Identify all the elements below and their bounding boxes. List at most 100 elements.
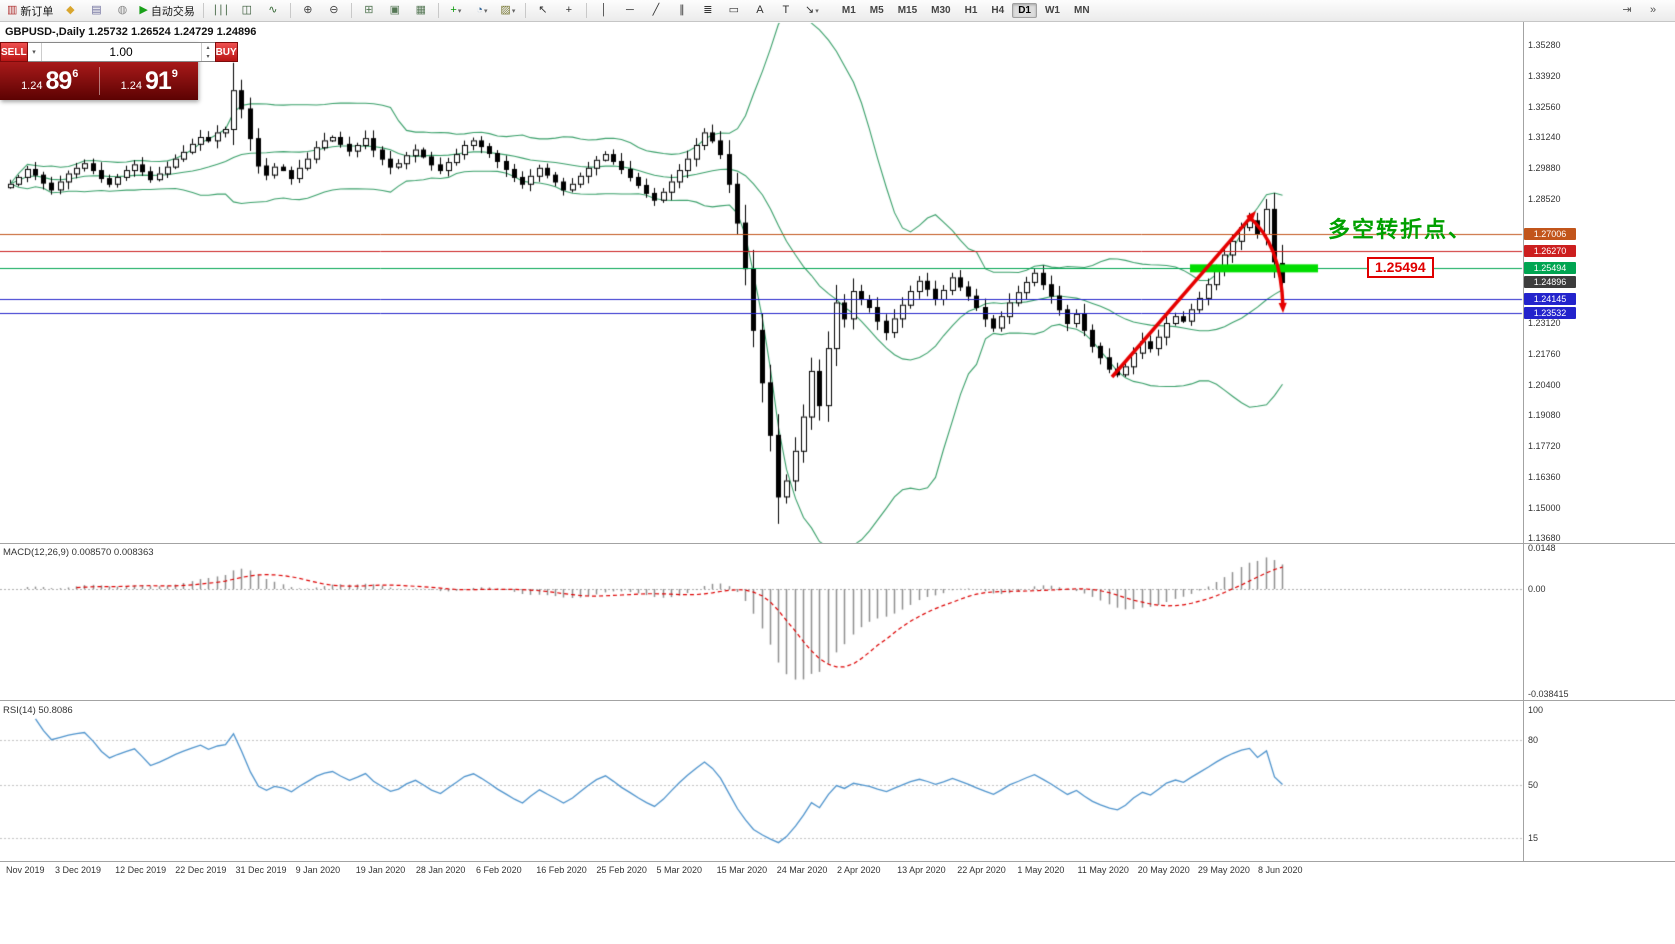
timeframe-m5[interactable]: M5 (869, 5, 884, 16)
zoom-out-icon[interactable]: ⊖ (329, 4, 339, 16)
buy-price-button[interactable]: 1.24 91 9 (100, 62, 199, 100)
volume-dropdown-icon[interactable]: ▾ (28, 43, 42, 61)
macd-axis-label: 0.00 (1528, 584, 1546, 594)
chart-macd-separator[interactable] (0, 543, 1675, 544)
time-axis-label: 16 Feb 2020 (536, 865, 587, 875)
line-chart-icon[interactable]: ∿ (268, 4, 278, 16)
rsi-axis-label: 100 (1528, 705, 1544, 715)
volume-down-icon[interactable]: ▾ (206, 54, 210, 60)
time-axis[interactable]: Nov 2019 3 Dec 2019 12 Dec 2019 22 Dec 2019… (0, 862, 1523, 880)
price-tag: 1.24896 (1524, 276, 1576, 288)
time-axis-label: 8 Jun 2020 (1258, 865, 1303, 875)
text-icon[interactable]: A (756, 4, 764, 16)
time-axis-label: 1 May 2020 (1017, 865, 1065, 875)
price-axis-label: 1.19080 (1528, 409, 1561, 420)
price-axis-label: 1.23120 (1528, 317, 1561, 328)
timeframe-m1[interactable]: M1 (841, 5, 856, 16)
timeframe-h4[interactable]: H4 (991, 5, 1005, 16)
toolbar: ▥ 新订单 ◆ ▤ ◍ ▶ 自动交易 ∣∣∣ ◫ ∿ ⊕ ⊖ ⊞ ▣ ▦ + ▾ ◔ ▾ ▨ ▾ ↖ + │ ─ ╱ ∥ ≣ ▭ A T ↘ ▾… (0, 0, 1675, 22)
timeframe-d1[interactable]: D1 (1012, 3, 1037, 18)
time-axis-label: 9 Jan 2020 (295, 865, 341, 875)
channel-icon[interactable]: ∥ (679, 4, 685, 16)
toolbar-right-buttons: ⇥» (1614, 1, 1666, 21)
macd-axis-label: -0.038415 (1528, 689, 1569, 700)
annotation-price-box[interactable]: 1.25494 (1367, 257, 1434, 278)
price-axis-label: 1.28520 (1528, 194, 1561, 205)
price-axis[interactable]: 1.35280 1.33920 1.32560 1.31240 1.29880 1.285… (1523, 22, 1675, 861)
periods-button[interactable]: ◔ ▾ (476, 4, 488, 16)
annotation-note-text[interactable]: 多空转折点、 (1328, 217, 1473, 242)
time-axis-label: 12 Dec 2019 (115, 865, 167, 875)
bar-chart-icon[interactable]: ∣∣∣ (212, 4, 230, 16)
tile-windows-icon[interactable]: ⊞ (364, 4, 374, 16)
chart-shift-icon[interactable]: ⇥ (1622, 4, 1632, 16)
templates-button-caret-icon[interactable]: ▾ (511, 7, 516, 15)
auto-scroll-icon[interactable]: » (1649, 4, 1657, 16)
vertical-line-icon[interactable]: │ (600, 4, 608, 16)
zoom-in-icon[interactable]: ⊕ (303, 4, 313, 16)
volume-control[interactable]: ▾ ▴ ▾ (27, 42, 215, 62)
shapes-icon[interactable]: ▭ (728, 4, 740, 16)
timeframe-buttons: M1 M5 M15 M30 H1 H4 D1 W1 MN (835, 3, 1097, 18)
rsi-axis-label: 80 (1528, 735, 1539, 745)
price-axis-label: 1.32560 (1528, 102, 1561, 113)
templates-button[interactable]: ▨ ▾ (500, 4, 516, 16)
buy-price-big: 91 (144, 66, 172, 95)
new-order-button[interactable]: ▥ 新订单 (7, 4, 54, 18)
timeframe-m15[interactable]: M15 (897, 5, 918, 16)
price-axis-label: 1.17720 (1528, 440, 1561, 451)
horizontal-line-icon[interactable]: ─ (625, 4, 634, 16)
candlestick-chart-icon[interactable]: ◫ (241, 4, 253, 16)
price-axis-label: 1.29880 (1528, 163, 1561, 174)
volume-up-icon[interactable]: ▴ (206, 45, 210, 51)
cascade-windows-icon[interactable]: ▣ (389, 4, 401, 16)
time-axis-label: 5 Mar 2020 (656, 865, 703, 875)
time-axis-label: 19 Jan 2020 (355, 865, 406, 875)
alert-icon[interactable]: ◍ (117, 4, 128, 16)
volume-input[interactable] (41, 43, 201, 61)
time-axis-label: 2 Apr 2020 (836, 865, 881, 875)
price-axis-label: 1.13680 (1528, 533, 1561, 543)
timeframe-w1[interactable]: W1 (1044, 5, 1060, 16)
time-axis-label: 25 Feb 2020 (596, 865, 647, 875)
crosshair-icon[interactable]: + (565, 4, 573, 16)
toolbar-separator (524, 3, 526, 18)
toolbar-separator (350, 3, 352, 18)
time-axis-label: 22 Apr 2020 (957, 865, 1006, 875)
sell-price-big: 89 (45, 66, 72, 95)
toolbar-separator (289, 3, 291, 18)
time-axis-label: 13 Apr 2020 (897, 865, 946, 875)
time-axis-label: 31 Dec 2019 (235, 865, 287, 875)
cursor-icon[interactable]: ↖ (538, 4, 548, 16)
price-tag: 1.26270 (1524, 244, 1576, 257)
price-axis-label: 1.31240 (1528, 132, 1561, 143)
arrows-tool-button[interactable]: ↘ ▾ (805, 4, 819, 16)
sell-button[interactable]: SELL (0, 42, 28, 62)
autotrading-button[interactable]: ▶ 自动交易 (139, 4, 195, 18)
add-indicator-button-caret-icon[interactable]: ▾ (457, 7, 462, 15)
text-label-icon[interactable]: T (782, 4, 790, 16)
fibonacci-icon[interactable]: ≣ (703, 4, 713, 16)
timeframe-m30[interactable]: M30 (931, 5, 951, 16)
data-window-icon[interactable]: ▤ (91, 4, 102, 16)
periods-button-caret-icon[interactable]: ▾ (483, 7, 488, 15)
arrows-tool-button-caret-icon[interactable]: ▾ (815, 7, 819, 15)
volume-spinner[interactable]: ▴ ▾ (200, 43, 215, 61)
price-axis-label: 1.33920 (1528, 71, 1561, 82)
toolbar-separator (202, 3, 204, 18)
add-indicator-button[interactable]: + ▾ (450, 4, 462, 16)
sell-price-base: 1.24 (21, 80, 43, 92)
timeframe-mn[interactable]: MN (1073, 5, 1090, 16)
autotrading-button-label: 自动交易 (150, 5, 195, 18)
trendline-icon[interactable]: ╱ (652, 4, 660, 16)
new-order-button-label: 新订单 (20, 5, 54, 18)
macd-indicator-label: MACD(12,26,9) 0.008570 0.008363 (3, 547, 154, 558)
arrange-windows-icon[interactable]: ▦ (415, 4, 427, 16)
timeframe-h1[interactable]: H1 (964, 5, 978, 16)
sell-price-button[interactable]: 1.24 89 6 (0, 62, 99, 100)
price-tag: 1.23532 (1524, 307, 1576, 320)
mql-wizard-icon[interactable]: ◆ (66, 4, 75, 16)
macd-rsi-separator[interactable] (0, 700, 1675, 701)
buy-button[interactable]: BUY (214, 42, 238, 62)
